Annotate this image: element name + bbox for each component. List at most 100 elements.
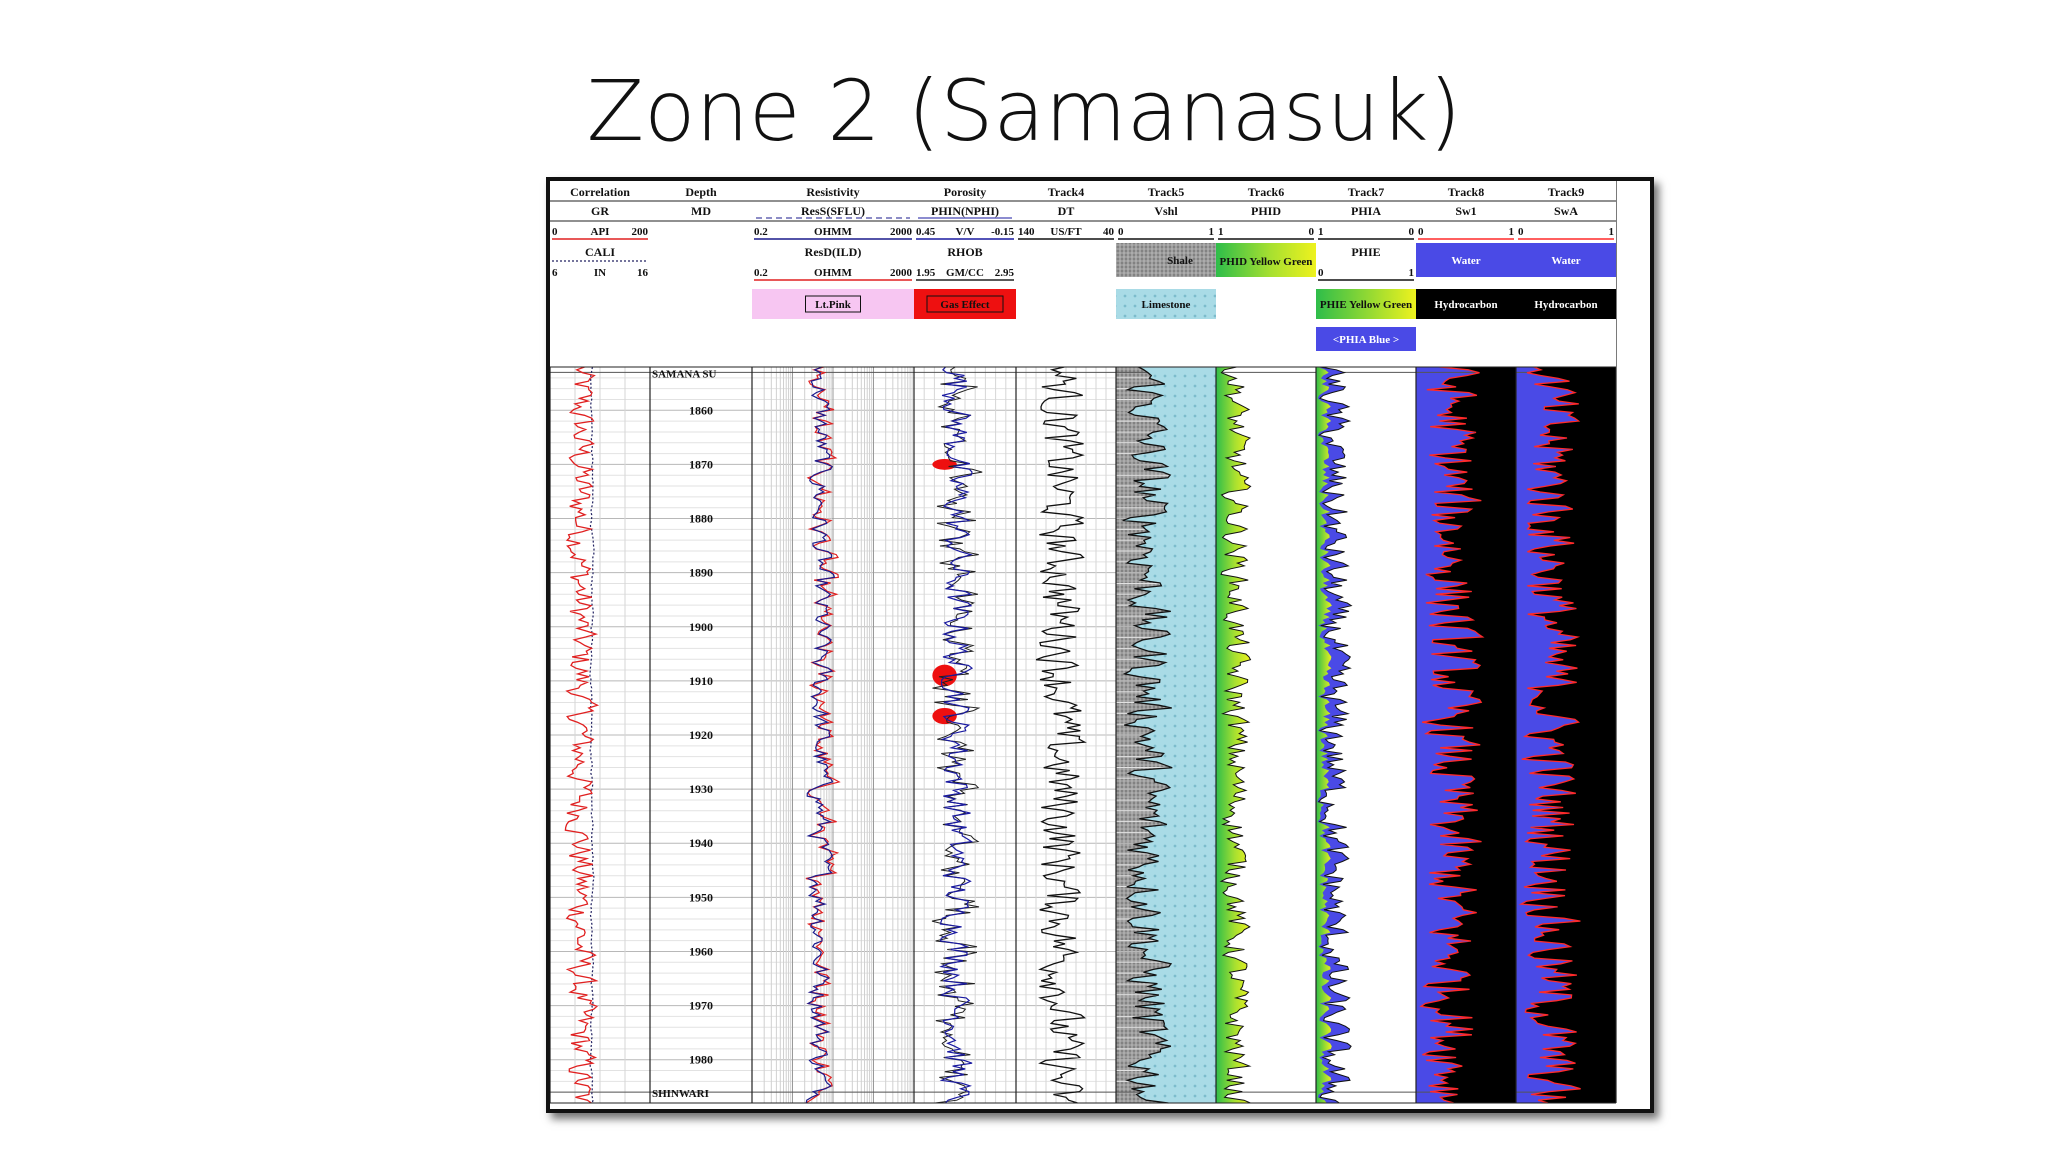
curve-name-label: GR (591, 204, 609, 218)
well-log-panel: 1860 1870 1880 1890 1900 1910 1920 1930 1940 1950… (546, 177, 1654, 1113)
curve-name-label: PHIN(NPHI) (931, 204, 999, 218)
lt-pink-legend-frame (805, 295, 861, 313)
track-header-title: Track4 (1048, 185, 1084, 199)
phia-curve (1317, 366, 1353, 1104)
scale-max-label: 2000 (890, 267, 913, 279)
hydrocarbon-legend-label: Hydrocarbon (1534, 299, 1597, 311)
gas-effect-legend-label: Gas Effect (940, 299, 990, 311)
track-headers: Correlation Depth Resistivity Porosity Track… (550, 181, 1616, 368)
curve-name-label: PHID (1251, 204, 1281, 218)
curve-name-label: DT (1058, 204, 1075, 218)
depth-tick-label: 1940 (689, 836, 713, 850)
scale-max-label: 16 (637, 267, 649, 279)
track-header-title: Track8 (1448, 185, 1484, 199)
slide-title: Zone 2 (Samanasuk) (586, 62, 1462, 160)
swa-curve (1518, 366, 1581, 1104)
depth-tick-label: 1880 (689, 512, 713, 526)
hydrocarbon-legend-swatch (1416, 289, 1516, 319)
depth-tick-label: 1910 (689, 674, 713, 688)
phid-legend-label: PHID Yellow Green (1220, 256, 1313, 268)
formation-top-label: SAMANA SU (652, 368, 717, 380)
scale-max-label: 200 (632, 226, 649, 238)
gas-effect-legend-frame (926, 295, 1004, 313)
curve-name-label: Sw1 (1455, 204, 1476, 218)
scale-min-label: 1 (1218, 226, 1224, 238)
depth-tick-label: 1870 (689, 457, 713, 471)
track-header-title: Correlation (570, 185, 630, 199)
rhob-name-label: RHOB (947, 245, 982, 259)
nphi-curve (939, 366, 974, 1104)
scale-min-label: 1.95 (916, 267, 936, 279)
depth-tick-label: 1890 (689, 566, 713, 580)
vshl-curve (1122, 366, 1173, 1104)
scale-unit-label: API (591, 226, 610, 238)
lt-pink-legend-swatch (752, 289, 914, 319)
water-legend-swatch (1516, 243, 1616, 277)
scale-min-label: 0 (1118, 226, 1124, 238)
water-legend-label: Water (1451, 255, 1480, 267)
curve-name-label: SwA (1554, 204, 1578, 218)
depth-tick-label: 1960 (689, 944, 713, 958)
gas-effect-fill (932, 664, 957, 687)
scale-unit-label: GM/CC (946, 267, 984, 279)
phie-fill (1316, 367, 1332, 1103)
scale-max-label: 1 (1509, 226, 1515, 238)
ress-curve (805, 366, 836, 1104)
phie-legend-swatch (1316, 289, 1416, 319)
well-log-chart: 1860 1870 1880 1890 1900 1910 1920 1930 1940 1950… (550, 181, 1617, 1104)
scale-unit-label: OHMM (814, 267, 852, 279)
lt-pink-legend-label: Lt.Pink (815, 299, 852, 311)
scale-unit-label: OHMM (814, 226, 852, 238)
phia-legend-label: <PHIA Blue > (1333, 334, 1399, 346)
track-header-title: Track9 (1548, 185, 1584, 199)
curve-name-label: PHIA (1351, 204, 1381, 218)
scale-unit-label: IN (594, 267, 606, 279)
curve-name-label: MD (691, 204, 711, 218)
rhob-curve (931, 366, 983, 1104)
scale-max-label: 1 (1209, 226, 1215, 238)
shale-legend-swatch (1116, 243, 1216, 277)
scale-min-label: 0 (1518, 226, 1524, 238)
scale-min-label: 6 (552, 267, 558, 279)
scale-min-label: 0 (1418, 226, 1424, 238)
scale-max-label: 2000 (890, 226, 913, 238)
scale-max-label: 0 (1409, 226, 1415, 238)
cali-name-label: CALI (585, 245, 615, 259)
limestone-legend-swatch (1116, 289, 1216, 319)
phie-legend-label: PHIE Yellow Green (1320, 299, 1412, 311)
curve-name-label: ResS(SFLU) (801, 204, 865, 218)
scale-min-label: 1 (1318, 226, 1324, 238)
scale-max-label: 0 (1309, 226, 1315, 238)
scale-max-label: 1 (1609, 226, 1615, 238)
phid-fill (1216, 367, 1251, 1103)
shale-legend-label: Shale (1167, 255, 1193, 267)
depth-tick-label: 1980 (689, 1053, 713, 1067)
track-header-title: Track5 (1148, 185, 1184, 199)
phie-name-label: PHIE (1351, 245, 1380, 259)
scale-min-label: 0 (1318, 267, 1324, 279)
scale-max-label: 1 (1409, 267, 1415, 279)
depth-tick-label: 1970 (689, 999, 713, 1013)
hydrocarbon-legend-swatch (1516, 289, 1616, 319)
phia-legend-swatch (1316, 327, 1416, 351)
track-header-title: Porosity (944, 185, 986, 199)
track-header-title: Resistivity (806, 185, 859, 199)
depth-tick-label: 1930 (689, 782, 713, 796)
scale-unit-label: US/FT (1050, 226, 1082, 238)
water-legend-swatch (1416, 243, 1516, 277)
hydrocarbon-fill (1421, 367, 1516, 1103)
depth-tick-label: 1860 (689, 403, 713, 417)
water-legend-label: Water (1551, 255, 1580, 267)
gr-curve (564, 366, 600, 1104)
scale-max-label: 40 (1103, 226, 1115, 238)
phid-legend-swatch (1216, 243, 1316, 277)
resd-name-label: ResD(ILD) (805, 245, 862, 259)
scale-unit-label: V/V (956, 226, 975, 238)
hydrocarbon-fill (1521, 367, 1616, 1103)
scale-min-label: 0.2 (754, 267, 768, 279)
scale-min-label: 0 (552, 226, 558, 238)
phid-curve (1219, 366, 1252, 1104)
depth-tick-label: 1900 (689, 620, 713, 634)
cali-curve (589, 366, 595, 1104)
track-header-title: Depth (685, 185, 717, 199)
